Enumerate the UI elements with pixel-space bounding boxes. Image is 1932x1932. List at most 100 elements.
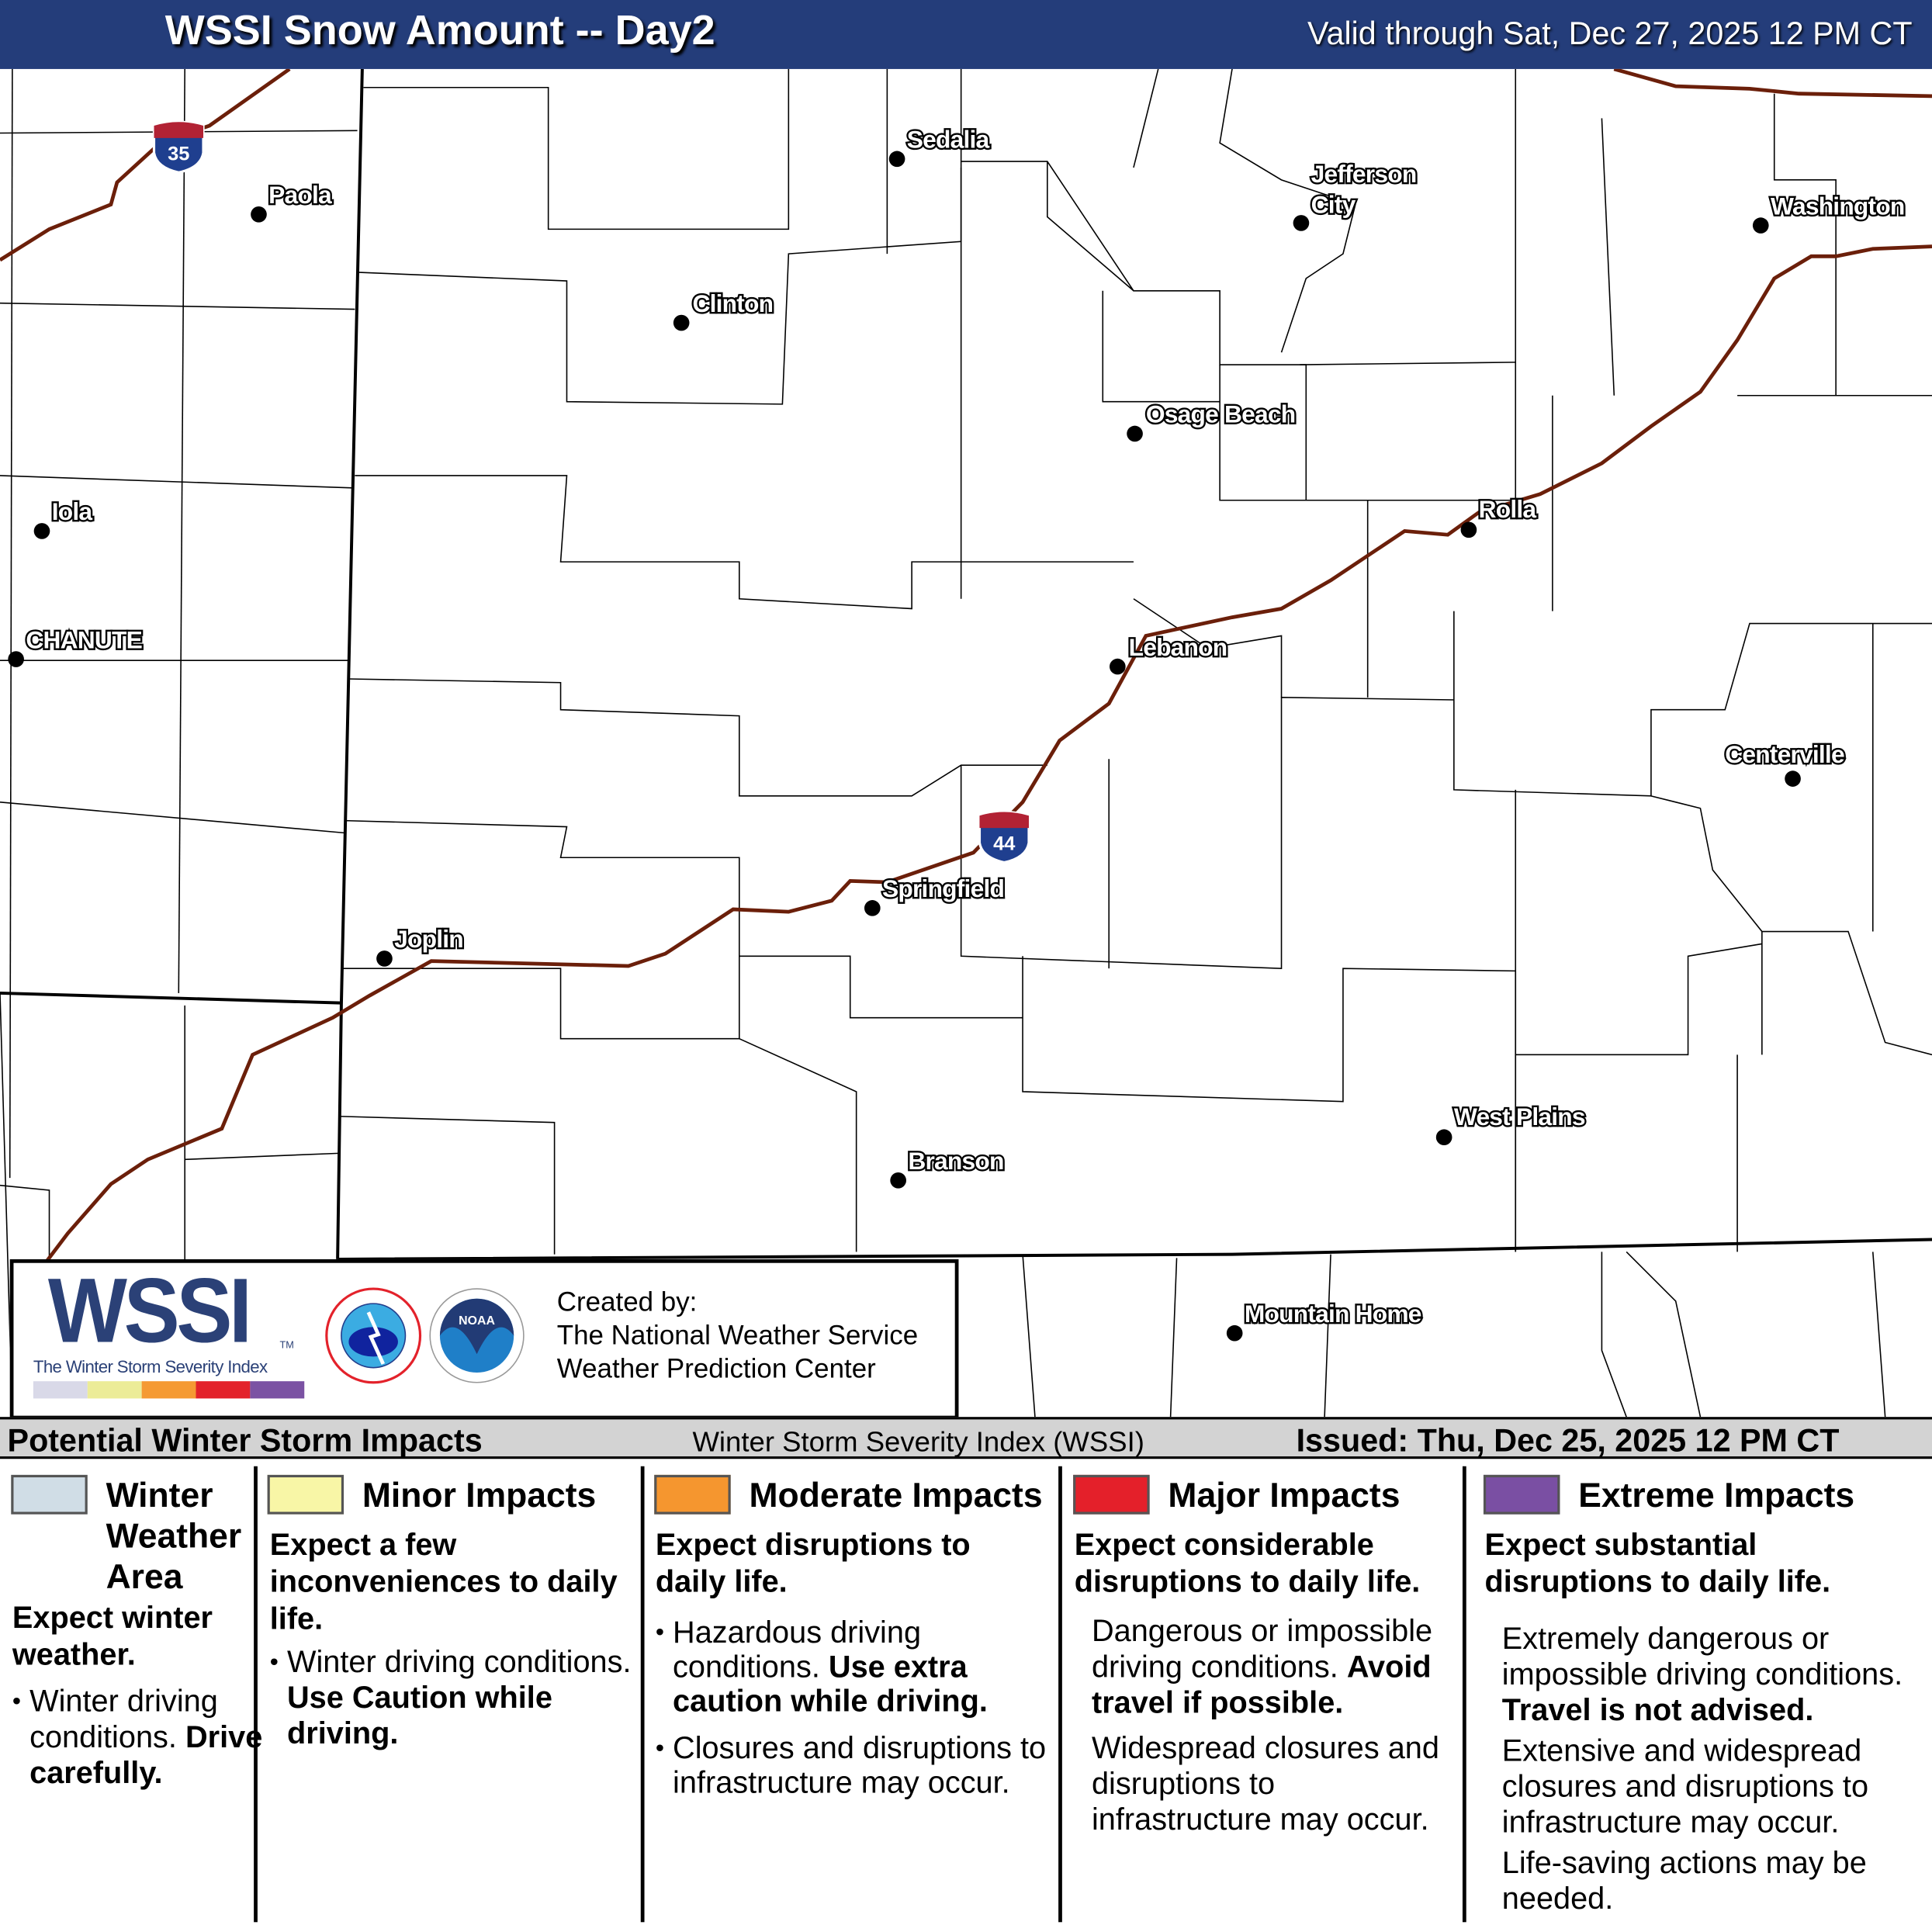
bullet: Hazardous driving conditions. Use extra … (656, 1615, 1065, 1719)
state-border-mo-ar (338, 1238, 1932, 1261)
map-title: WSSI Snow Amount -- Day2 (164, 7, 715, 54)
credit-line: Weather Prediction Center (556, 1352, 876, 1384)
city-label: Branson (908, 1147, 1003, 1175)
city-dot-icon (1435, 1129, 1452, 1146)
county-border (1102, 290, 1220, 403)
county-border (338, 1115, 556, 1255)
scale-color-segment (141, 1381, 196, 1399)
county-border (178, 68, 185, 993)
valid-time: Valid through Sat, Dec 27, 2025 12 PM CT (1307, 15, 1913, 52)
scale-color-segment (87, 1381, 142, 1399)
trademark: TM (279, 1339, 294, 1351)
county-border (961, 68, 1517, 501)
legend-title-bar: Potential Winter Storm Impacts Winter St… (0, 1417, 1932, 1459)
city-springfield: Springfield (864, 873, 1006, 916)
city-dot-icon (376, 950, 393, 967)
svg-text:44: 44 (993, 833, 1015, 855)
city-clinton: Clinton (673, 287, 775, 331)
city-dot-icon (251, 206, 267, 223)
credit-text: Created by: The National Weather Service… (557, 1285, 918, 1385)
interstate-35-shield-icon: 35 (152, 120, 205, 174)
color-swatch (11, 1474, 88, 1515)
interstate-44-route (35, 244, 1932, 1276)
city-label: Lebanon (1129, 633, 1227, 661)
county-border (1169, 1258, 1178, 1418)
category-name: Moderate Impacts (749, 1476, 1043, 1515)
wssi-subtitle: The Winter Storm Severity Index (33, 1356, 268, 1376)
city-branson: Branson (890, 1145, 1006, 1189)
county-border (1773, 93, 1837, 396)
scale-color-segment (250, 1381, 305, 1399)
svg-text:35: 35 (168, 143, 189, 164)
city-washington: Washington (1752, 190, 1907, 234)
county-border (1324, 1254, 1331, 1418)
county-border (0, 475, 353, 489)
county-border (345, 819, 1023, 1019)
scale-color-segment (196, 1381, 251, 1399)
agency-logos: NOAA (325, 1287, 525, 1384)
county-border (1650, 795, 1932, 1056)
city-dot-icon (1110, 658, 1126, 675)
county-border (1022, 1254, 1036, 1418)
county-borders (0, 68, 1932, 1418)
county-border (960, 697, 1454, 970)
city-rolla: Rolla (1460, 493, 1539, 538)
city-label: Jefferson City (1311, 160, 1417, 219)
city-label: Rolla (1479, 495, 1537, 523)
bullet: Winter driving conditions. Drive careful… (12, 1684, 271, 1792)
wssi-wordmark: WSSI (47, 1259, 252, 1362)
city-dot-icon (33, 523, 50, 539)
color-swatch (654, 1474, 731, 1515)
city-iola: Iola (33, 496, 95, 539)
category-headline: Expect substantial disruptions to daily … (1484, 1528, 1831, 1600)
county-border (1515, 943, 1762, 1056)
category-name: Minor Impacts (362, 1476, 597, 1515)
county-border (342, 956, 740, 1040)
county-border (1300, 362, 1516, 365)
map-area: 35 44 Sedalia Paola Jefferson City Washington… (0, 68, 1932, 1418)
color-swatch (1073, 1474, 1150, 1515)
city-label: Springfield (882, 874, 1004, 902)
interstate-35-route (0, 68, 291, 262)
northern-route (1613, 68, 1932, 99)
scale-color-segment (33, 1381, 88, 1399)
county-border (1626, 1251, 1702, 1418)
county-border (0, 302, 355, 310)
city-jefferson-city: Jefferson City (1293, 158, 1419, 231)
county-border (1453, 611, 1932, 797)
color-swatch (267, 1474, 345, 1515)
noaa-logo-icon: NOAA (429, 1288, 525, 1383)
city-dot-icon (864, 900, 881, 916)
city-dot-icon (1293, 215, 1310, 231)
wssi-logo-panel: WSSI TM The Winter Storm Severity Index … (9, 1259, 959, 1420)
category-headline: Expect disruptions to daily life. (655, 1528, 971, 1600)
interstates (0, 68, 1932, 1276)
svg-text:NOAA: NOAA (459, 1314, 495, 1328)
city-label: Washington (1771, 192, 1905, 220)
city-label: Osage Beach (1146, 400, 1295, 428)
county-border (1022, 956, 1517, 1252)
credit-line: Created by: (556, 1286, 698, 1317)
county-border (1601, 118, 1615, 396)
city-label: Sedalia (907, 126, 990, 154)
category-name: Extreme Impacts (1578, 1476, 1855, 1515)
state-border-ks-ok (0, 991, 341, 1005)
bullet: Closures and disruptions to infrastructu… (656, 1731, 1065, 1800)
county-border (1219, 68, 1356, 353)
category-details: Dangerous or impossible driving conditio… (1091, 1614, 1439, 1837)
county-border (9, 68, 13, 1179)
city-paola: Paola (251, 179, 334, 223)
city-centerville: Centerville (1723, 739, 1847, 787)
category-name: Winter Weather Area (106, 1476, 242, 1596)
legend-title: Potential Winter Storm Impacts (7, 1421, 483, 1459)
city-dot-icon (1785, 770, 1801, 787)
city-dot-icon (890, 1172, 906, 1189)
city-dot-icon (1752, 217, 1769, 234)
county-border (1219, 365, 1369, 698)
issued-time: Issued: Thu, Dec 25, 2025 12 PM CT (1296, 1421, 1840, 1459)
county-border (1133, 68, 1159, 168)
city-label: Centerville (1725, 740, 1844, 768)
city-osage-beach: Osage Beach (1127, 398, 1297, 442)
color-swatch (1483, 1474, 1560, 1515)
city-label: Iola (52, 497, 93, 525)
